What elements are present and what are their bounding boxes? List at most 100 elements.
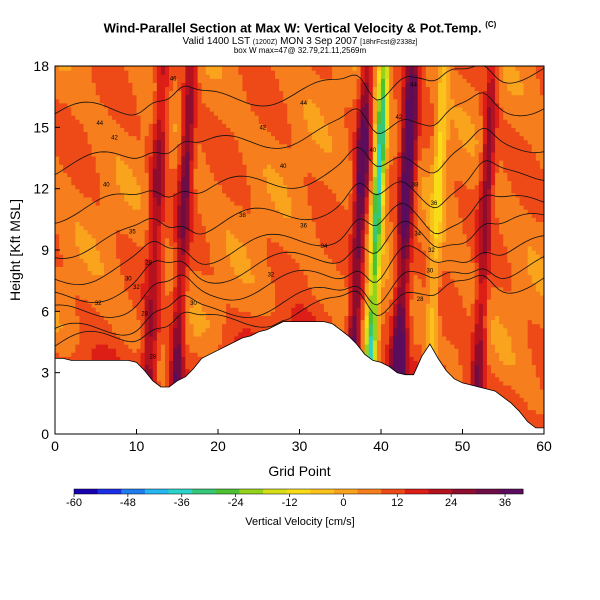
heatmap-cell xyxy=(160,262,166,267)
heatmap-cell xyxy=(63,221,68,227)
heatmap-cell xyxy=(189,200,195,206)
heatmap-cell xyxy=(136,250,142,255)
heatmap-cell xyxy=(193,286,199,292)
heatmap-cell xyxy=(234,155,239,161)
heatmap-cell xyxy=(250,278,256,284)
heatmap-cell xyxy=(75,127,81,133)
heatmap-cell xyxy=(87,274,93,280)
heatmap-cell xyxy=(112,278,117,284)
heatmap-cell xyxy=(169,327,174,333)
heatmap-cell xyxy=(258,164,264,169)
heatmap-cell xyxy=(63,164,68,169)
heatmap-cell xyxy=(165,250,170,255)
heatmap-cell xyxy=(148,200,154,206)
heatmap-cell xyxy=(103,327,109,333)
heatmap-cell xyxy=(156,290,162,296)
heatmap-cell xyxy=(242,168,248,173)
heatmap-cell xyxy=(242,200,248,206)
heatmap-cell xyxy=(91,160,97,165)
heatmap-cell xyxy=(140,180,146,186)
heatmap-cell xyxy=(75,192,81,198)
heatmap-cell xyxy=(173,94,178,100)
heatmap-cell xyxy=(226,229,231,235)
heatmap-cell xyxy=(116,90,121,96)
heatmap-cell xyxy=(87,98,93,104)
heatmap-cell xyxy=(189,168,195,173)
heatmap-cell xyxy=(173,184,178,190)
heatmap-cell xyxy=(160,131,166,137)
heatmap-cell xyxy=(83,192,89,198)
heatmap-cell xyxy=(193,315,199,321)
heatmap-cell xyxy=(230,290,235,296)
heatmap-cell xyxy=(181,119,186,124)
heatmap-cell xyxy=(258,184,264,190)
heatmap-cell xyxy=(67,274,72,280)
heatmap-cell xyxy=(116,119,121,124)
heatmap-cell xyxy=(112,102,117,108)
heatmap-cell xyxy=(160,254,166,259)
heatmap-cell xyxy=(79,106,85,112)
heatmap-cell xyxy=(213,127,219,133)
heatmap-cell xyxy=(226,70,231,75)
heatmap-cell xyxy=(197,209,203,214)
heatmap-cell xyxy=(140,364,146,370)
heatmap-cell xyxy=(152,278,158,284)
heatmap-cell xyxy=(128,192,134,198)
heatmap-cell xyxy=(160,225,166,231)
heatmap-cell xyxy=(242,98,248,104)
heatmap-cell xyxy=(95,299,101,304)
heatmap-cell xyxy=(193,102,199,108)
heatmap-cell xyxy=(262,70,268,75)
heatmap-cell xyxy=(250,266,256,272)
heatmap-cell xyxy=(79,196,85,202)
heatmap-cell xyxy=(270,319,276,325)
heatmap-cell xyxy=(63,70,68,75)
heatmap-cell xyxy=(144,250,150,255)
heatmap-cell xyxy=(95,205,101,210)
heatmap-cell xyxy=(177,319,182,325)
heatmap-cell xyxy=(254,311,260,317)
heatmap-cell xyxy=(197,217,203,222)
heatmap-cell xyxy=(132,303,138,308)
heatmap-cell xyxy=(55,237,60,243)
heatmap-cell xyxy=(226,66,231,71)
heatmap-cell xyxy=(246,168,252,173)
heatmap-cell xyxy=(238,237,244,243)
heatmap-cell xyxy=(234,250,239,255)
heatmap-cell xyxy=(152,70,158,75)
heatmap-cell xyxy=(107,344,113,349)
heatmap-cell xyxy=(95,278,101,284)
heatmap-cell xyxy=(185,274,191,280)
heatmap-cell xyxy=(193,331,199,337)
heatmap-cell xyxy=(201,217,207,222)
heatmap-cell xyxy=(270,74,276,79)
heatmap-cell xyxy=(124,131,129,137)
heatmap-cell xyxy=(201,303,207,308)
heatmap-cell xyxy=(242,274,248,280)
heatmap-cell xyxy=(132,143,138,149)
heatmap-cell xyxy=(213,200,219,206)
heatmap-cell xyxy=(59,180,64,186)
heatmap-cell xyxy=(75,307,81,312)
heatmap-cell xyxy=(266,98,272,104)
heatmap-cell xyxy=(103,135,109,141)
heatmap-cell xyxy=(160,82,166,88)
heatmap-cell xyxy=(136,225,142,231)
heatmap-cell xyxy=(95,274,101,280)
heatmap-cell xyxy=(91,127,97,133)
heatmap-cell xyxy=(148,356,154,361)
heatmap-cell xyxy=(209,143,215,149)
heatmap-cell xyxy=(144,213,150,218)
heatmap-cell xyxy=(140,115,146,120)
heatmap-cell xyxy=(193,66,199,71)
heatmap-cell xyxy=(226,250,231,255)
heatmap-cell xyxy=(120,139,125,145)
heatmap-cell xyxy=(218,131,223,137)
heatmap-cell xyxy=(95,192,101,198)
heatmap-cell xyxy=(193,135,199,141)
heatmap-cell xyxy=(213,205,219,210)
heatmap-cell xyxy=(270,151,276,157)
heatmap-cell xyxy=(177,241,182,247)
heatmap-cell xyxy=(165,184,170,190)
heatmap-cell xyxy=(193,147,199,153)
